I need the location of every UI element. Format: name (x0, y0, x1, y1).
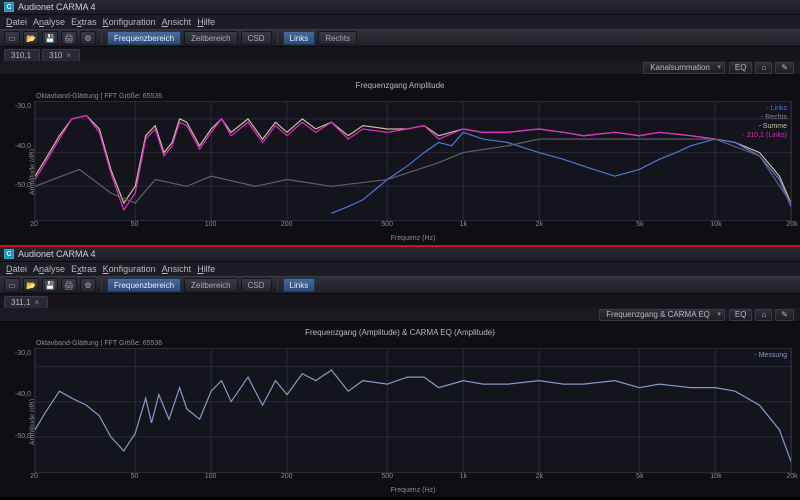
chantab-rechts[interactable]: Rechts (318, 31, 357, 45)
mode-chip[interactable]: ⌂ (755, 309, 772, 321)
print-button[interactable]: 🖨 (61, 31, 77, 45)
legend-item: - 310,1 (Links) (742, 131, 787, 140)
viewtab-frequenzbereich[interactable]: Frequenzbereich (107, 278, 181, 292)
close-icon[interactable]: × (66, 51, 71, 60)
chantab-links[interactable]: Links (283, 278, 316, 292)
legend-bot: - Messung (754, 351, 787, 360)
app-title: Audionet CARMA 4 (18, 249, 96, 259)
save-button[interactable]: 💾 (42, 278, 58, 292)
menu-hilfe[interactable]: Hilfe (195, 17, 217, 27)
chantab-links[interactable]: Links (283, 31, 316, 45)
toolbar-top: ▭📂💾🖨⚙ FrequenzbereichZeitbereichCSD LinksR… (0, 29, 800, 47)
legend-item: - Links (742, 104, 787, 113)
viewtab-zeitbereich[interactable]: Zeitbereich (184, 278, 238, 292)
doc-tab[interactable]: 310× (42, 49, 80, 61)
titlebar-bot: C Audionet CARMA 4 (0, 247, 800, 262)
new-button[interactable]: ▭ (4, 278, 20, 292)
toolbar-bot: ▭📂💾🖨⚙ FrequenzbereichZeitbereichCSD Links (0, 276, 800, 294)
mode-chip[interactable]: ✎ (775, 62, 794, 74)
menubar-bot: DateiAnalyseExtrasKonfigurationAnsichtHi… (0, 262, 800, 276)
viewtab-csd[interactable]: CSD (241, 278, 272, 292)
save-button[interactable]: 💾 (42, 31, 58, 45)
trace-rechts (35, 139, 791, 203)
trace-messung (35, 370, 791, 461)
doc-tabstrip-top: 310,1310× (0, 47, 800, 61)
titlebar: C Audionet CARMA 4 (0, 0, 800, 15)
x-axis-label-top: Frequenz (Hz) (34, 235, 792, 243)
app-title: Audionet CARMA 4 (18, 2, 96, 12)
print-button[interactable]: 🖨 (61, 278, 77, 292)
menu-analyse[interactable]: Analyse (31, 17, 67, 27)
close-icon[interactable]: × (34, 298, 39, 307)
chart-title-top: Frequenzgang Amplitude (8, 79, 792, 92)
plot-canvas-bot[interactable]: - Messung (34, 348, 792, 473)
mode-bar-top: Kanalsummation EQ⌂✎ (0, 61, 800, 75)
x-axis-label-bot: Frequenz (Hz) (34, 487, 792, 495)
open-button[interactable]: 📂 (23, 31, 39, 45)
viewtab-frequenzbereich[interactable]: Frequenzbereich (107, 31, 181, 45)
chart-subtitle-top: Oktavband-Glättung | FFT Größe: 65536 (8, 92, 792, 101)
menu-konfiguration[interactable]: Konfiguration (101, 264, 158, 274)
options-button[interactable]: ⚙ (80, 278, 96, 292)
menubar-top: DateiAnalyseExtrasKonfigurationAnsichtHi… (0, 15, 800, 29)
menu-hilfe[interactable]: Hilfe (195, 264, 217, 274)
chart-title-bot: Frequenzgang (Amplitude) & CARMA EQ (Amp… (8, 326, 792, 339)
options-button[interactable]: ⚙ (80, 31, 96, 45)
menu-ansicht[interactable]: Ansicht (160, 264, 194, 274)
mode-chip[interactable]: ✎ (775, 309, 794, 321)
doc-tabstrip-bot: 311,1× (0, 294, 800, 308)
window-top: C Audionet CARMA 4 DateiAnalyseExtrasKon… (0, 0, 800, 245)
chart-bot: Frequenzgang (Amplitude) & CARMA EQ (Amp… (0, 322, 800, 497)
menu-datei[interactable]: Datei (4, 264, 29, 274)
app-icon: C (4, 249, 14, 259)
menu-konfiguration[interactable]: Konfiguration (101, 17, 158, 27)
legend-item: - Messung (754, 351, 787, 360)
mode-chip[interactable]: EQ (729, 62, 753, 74)
x-axis-top: 20501002005001k2k5k10k20k (34, 221, 792, 235)
mode-select-top[interactable]: Kanalsummation (643, 62, 725, 74)
menu-ansicht[interactable]: Ansicht (160, 17, 194, 27)
app-icon: C (4, 2, 14, 12)
viewtab-zeitbereich[interactable]: Zeitbereich (184, 31, 238, 45)
viewtab-csd[interactable]: CSD (241, 31, 272, 45)
chart-subtitle-bot: Oktavband-Glättung | FFT Größe: 65536 (8, 339, 792, 348)
chart-top: Frequenzgang Amplitude Oktavband-Glättun… (0, 75, 800, 245)
x-axis-bot: 20501002005001k2k5k10k20k (34, 473, 792, 487)
menu-extras[interactable]: Extras (69, 264, 99, 274)
window-bottom: C Audionet CARMA 4 DateiAnalyseExtrasKon… (0, 247, 800, 497)
doc-tab[interactable]: 310,1 (4, 49, 40, 61)
legend-item: - Rechts (742, 113, 787, 122)
menu-datei[interactable]: Datei (4, 17, 29, 27)
menu-analyse[interactable]: Analyse (31, 264, 67, 274)
doc-tab[interactable]: 311,1× (4, 296, 48, 308)
legend-top: - Links- Rechts- Summe- 310,1 (Links) (742, 104, 787, 140)
mode-bar-bot: Frequenzgang & CARMA EQ EQ⌂✎ (0, 308, 800, 322)
mode-chip[interactable]: EQ (729, 309, 753, 321)
legend-item: - Summe (742, 122, 787, 131)
open-button[interactable]: 📂 (23, 278, 39, 292)
mode-chip[interactable]: ⌂ (755, 62, 772, 74)
mode-select-bot[interactable]: Frequenzgang & CARMA EQ (599, 309, 725, 321)
menu-extras[interactable]: Extras (69, 17, 99, 27)
trace-links (331, 132, 791, 213)
new-button[interactable]: ▭ (4, 31, 20, 45)
plot-canvas-top[interactable]: - Links- Rechts- Summe- 310,1 (Links) (34, 101, 792, 221)
trace-magenta (35, 115, 791, 209)
trace-summe (35, 115, 791, 203)
